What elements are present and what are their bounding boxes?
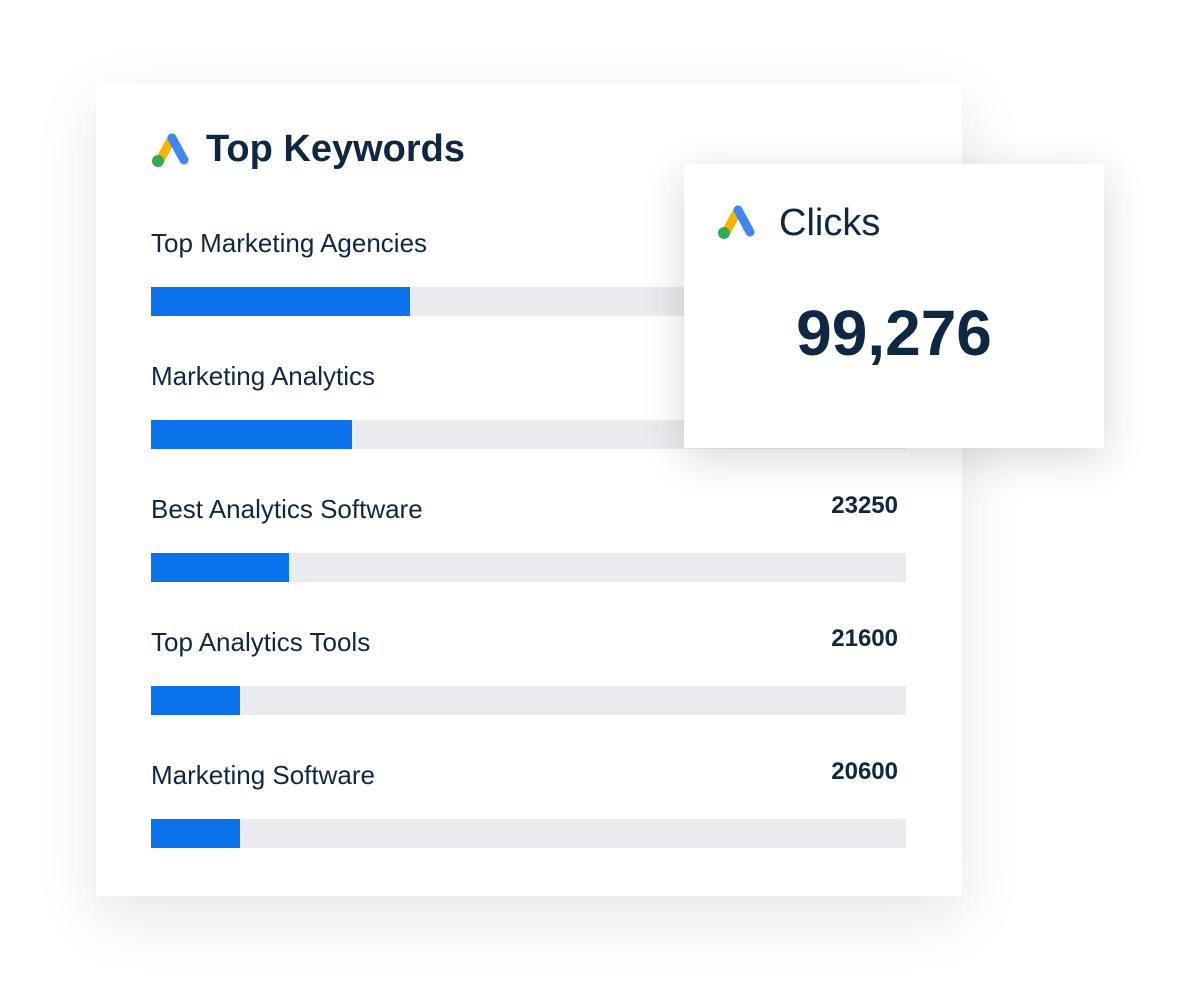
progress-fill xyxy=(151,553,289,582)
progress-fill xyxy=(151,819,240,848)
card-title: Top Keywords xyxy=(206,128,465,170)
keyword-value: 21600 xyxy=(831,625,898,652)
clicks-card: Clicks 99,276 xyxy=(684,164,1104,448)
progress-fill xyxy=(151,420,352,449)
progress-fill xyxy=(151,686,240,715)
progress-track xyxy=(151,819,906,848)
progress-track xyxy=(151,686,906,715)
keyword-value: 20600 xyxy=(831,758,898,785)
keyword-label: Top Marketing Agencies xyxy=(151,228,428,258)
progress-track xyxy=(151,553,906,582)
clicks-value: 99,276 xyxy=(796,297,992,369)
ads-icon xyxy=(718,205,755,239)
keyword-label: Marketing Software xyxy=(151,760,375,790)
clicks-title: Clicks xyxy=(779,202,881,244)
keyword-label: Marketing Analytics xyxy=(151,361,375,391)
progress-fill xyxy=(151,287,410,316)
keyword-label: Top Analytics Tools xyxy=(151,627,371,657)
ads-icon xyxy=(152,133,189,167)
keyword-value: 23250 xyxy=(831,492,898,519)
keyword-label: Best Analytics Software xyxy=(151,494,423,524)
